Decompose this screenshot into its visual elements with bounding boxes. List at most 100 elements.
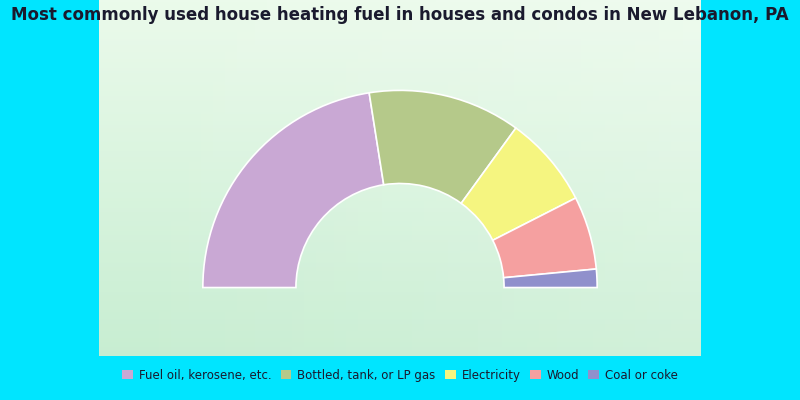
Bar [599, 0, 605, 356]
Bar [98, 272, 702, 274]
Bar [683, 0, 689, 356]
Bar [98, 46, 702, 48]
Bar [98, 66, 702, 68]
Bar [98, 217, 702, 219]
Bar [98, 0, 702, 2]
Bar [98, 315, 702, 317]
Wedge shape [503, 269, 597, 288]
Bar [98, 139, 702, 141]
Bar [98, 94, 702, 96]
Bar [98, 98, 702, 100]
Bar [238, 0, 243, 356]
Bar [98, 232, 702, 233]
Bar [98, 180, 702, 182]
Bar [98, 237, 702, 238]
Wedge shape [461, 128, 576, 240]
Bar [98, 160, 702, 162]
Bar [388, 0, 394, 356]
Bar [98, 256, 702, 258]
Bar [98, 118, 702, 119]
Bar [98, 5, 702, 7]
Bar [177, 0, 183, 356]
Bar [201, 0, 207, 356]
Bar [574, 0, 581, 356]
Bar [472, 0, 478, 356]
Bar [581, 0, 586, 356]
Bar [533, 0, 538, 356]
Bar [98, 206, 702, 208]
Bar [98, 76, 702, 78]
Bar [183, 0, 189, 356]
Bar [98, 130, 702, 132]
Bar [153, 0, 159, 356]
Bar [310, 0, 316, 356]
Bar [98, 267, 702, 269]
Bar [98, 208, 702, 210]
Bar [98, 333, 702, 335]
Bar [98, 50, 702, 52]
Bar [117, 0, 123, 356]
Bar [98, 319, 702, 320]
Wedge shape [203, 93, 384, 288]
Bar [98, 57, 702, 59]
Bar [98, 14, 702, 16]
Bar [550, 0, 557, 356]
Bar [226, 0, 231, 356]
Bar [98, 142, 702, 144]
Bar [98, 27, 702, 28]
Bar [98, 240, 702, 242]
Bar [98, 25, 702, 27]
Bar [98, 158, 702, 160]
Bar [466, 0, 472, 356]
Wedge shape [369, 90, 516, 203]
Bar [207, 0, 214, 356]
Bar [98, 148, 702, 150]
Bar [98, 153, 702, 155]
Bar [460, 0, 466, 356]
Bar [98, 162, 702, 164]
Bar [370, 0, 376, 356]
Bar [98, 199, 702, 201]
Bar [189, 0, 195, 356]
Bar [629, 0, 635, 356]
Bar [98, 304, 702, 306]
Bar [98, 55, 702, 57]
Bar [279, 0, 286, 356]
Bar [98, 73, 702, 75]
Bar [346, 0, 352, 356]
Bar [98, 91, 702, 92]
Bar [98, 173, 702, 174]
Bar [98, 137, 702, 139]
Bar [98, 264, 702, 265]
Bar [291, 0, 298, 356]
Bar [98, 126, 702, 128]
Bar [98, 182, 702, 183]
Bar [98, 308, 702, 310]
Bar [98, 176, 702, 178]
Bar [98, 328, 702, 329]
Bar [424, 0, 430, 356]
Bar [659, 0, 665, 356]
Bar [98, 290, 702, 292]
Bar [98, 299, 702, 301]
Bar [98, 37, 702, 39]
Bar [98, 215, 702, 217]
Bar [98, 274, 702, 276]
Bar [274, 0, 279, 356]
Bar [98, 210, 702, 212]
Bar [98, 123, 702, 125]
Bar [617, 0, 623, 356]
Bar [98, 189, 702, 190]
Bar [98, 198, 702, 199]
Bar [98, 192, 702, 194]
Bar [98, 248, 702, 249]
Bar [364, 0, 370, 356]
Bar [98, 171, 702, 173]
Bar [605, 0, 611, 356]
Bar [98, 80, 702, 82]
Bar [98, 351, 702, 352]
Bar [98, 84, 702, 86]
Bar [490, 0, 496, 356]
Bar [147, 0, 153, 356]
Bar [98, 2, 702, 4]
